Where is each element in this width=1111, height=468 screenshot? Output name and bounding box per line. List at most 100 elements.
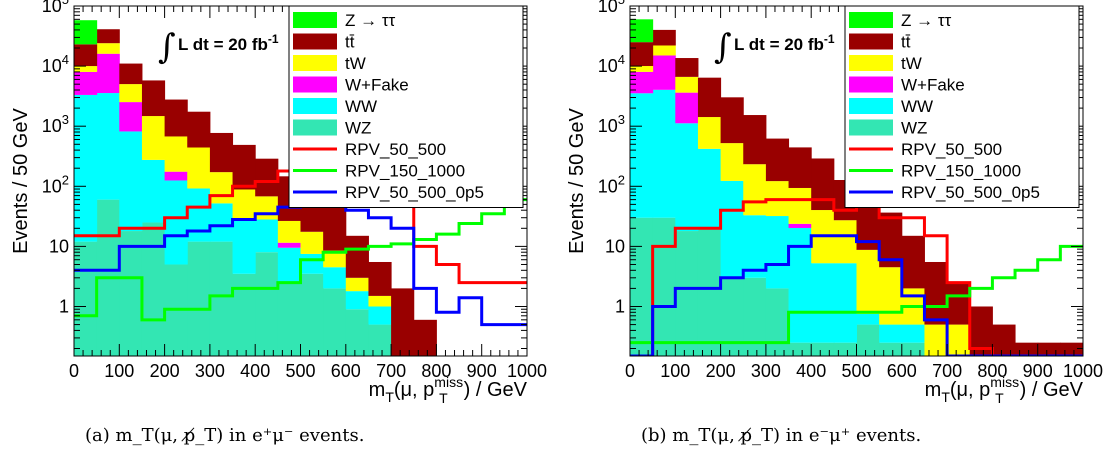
- hist-bar: [901, 235, 925, 289]
- legend-label-z-: Z → ττ: [345, 11, 396, 30]
- hist-bar: [119, 84, 143, 103]
- hist-bar: [187, 188, 211, 242]
- y-tick-label: 102: [598, 172, 625, 196]
- hist-bar: [277, 282, 301, 356]
- chart-a: 0 100 200 300 400 500 600 700 800 900 1000 1 10 102 10…: [10, 0, 547, 406]
- hist-bar: [675, 231, 699, 356]
- hist-bar: [652, 89, 676, 218]
- hist-bar: [345, 309, 369, 356]
- hist-bar: [630, 217, 654, 356]
- hist-bar: [1015, 342, 1039, 356]
- legend-swatch-w-fake: [293, 76, 337, 93]
- x-tick-label: 1000: [507, 361, 547, 381]
- hist-bar: [96, 93, 120, 200]
- hist-bar: [720, 180, 744, 278]
- legend: Z → ττ tt̄ tW W+Fake WW WZ RPV_50_500 RPV_150_1…: [844, 5, 1080, 208]
- caption-a: (a) m_T(μ, p̸_T) in e⁺μ⁻ events.: [85, 425, 365, 446]
- hist-bar: [119, 102, 143, 132]
- hist-bar: [187, 111, 211, 148]
- y-tick-label: 104: [598, 52, 625, 76]
- legend-swatch-tw: [293, 55, 337, 71]
- hist-bar: [119, 131, 143, 232]
- hist-bar: [164, 99, 188, 137]
- hist-bar: [901, 324, 925, 343]
- hist-bar: [368, 324, 392, 356]
- hist-bar: [743, 115, 767, 165]
- x-tick-label: 400: [240, 361, 270, 381]
- hist-bar: [413, 319, 437, 356]
- hist-bar: [652, 217, 676, 356]
- hist-bar: [255, 252, 279, 356]
- hist-bar: [697, 77, 722, 118]
- hist-bar: [209, 132, 234, 173]
- hist-bar: [141, 222, 166, 356]
- legend-label-tw: tW: [901, 54, 922, 73]
- hist-bar: [209, 241, 234, 356]
- hist-bar: [187, 147, 211, 189]
- caption-b: (b) m_T(μ, p̸_T) in e⁻μ⁺ events.: [641, 425, 922, 446]
- chart-panel-b: 0 100 200 300 400 500 600 700 800 900 1000 1 10 102 10…: [556, 0, 1111, 410]
- stack-z-: [630, 19, 654, 43]
- legend-swatch-w-fake: [849, 76, 893, 93]
- hist-bar: [652, 55, 676, 90]
- hist-bar: [833, 263, 857, 343]
- hist-bar: [630, 19, 654, 43]
- hist-bar: [323, 205, 347, 251]
- hist-bar: [833, 342, 857, 356]
- y-axis: 1 10 102 103 104 105: [598, 0, 1083, 349]
- legend-label-ww: WW: [345, 97, 377, 116]
- hist-bar: [300, 253, 324, 274]
- hist-bar: [720, 97, 744, 144]
- hist-bar: [323, 250, 347, 268]
- hist-bar: [675, 58, 699, 77]
- hist-bar: [675, 123, 699, 232]
- hist-bar: [96, 29, 120, 44]
- hist-bar: [788, 342, 812, 356]
- legend-label-tw: tW: [345, 54, 366, 73]
- signal-line-rpv-150-1000: [74, 198, 527, 322]
- hist-bar: [96, 43, 120, 54]
- stack-w-fake: [630, 55, 812, 228]
- hist-bar: [901, 342, 925, 356]
- x-tick-label: 700: [376, 361, 406, 381]
- hist-bar: [300, 231, 324, 254]
- plot-area: [74, 20, 527, 356]
- x-tick-label: 500: [285, 361, 315, 381]
- legend-swatch-ww: [849, 98, 893, 114]
- hist-bar: [187, 241, 211, 356]
- legend-label-ww: WW: [901, 97, 933, 116]
- y-tick-label: 105: [598, 0, 625, 16]
- hist-bar: [743, 277, 767, 356]
- hist-bar: [164, 171, 188, 181]
- hist-bar: [141, 116, 166, 160]
- y-tick-label: 102: [42, 172, 69, 196]
- hist-bar: [743, 215, 767, 278]
- hist-bar: [630, 66, 654, 72]
- legend-swatch-wz: [849, 119, 893, 136]
- x-tick-label: 900: [1023, 361, 1053, 381]
- hist-bar: [924, 261, 948, 325]
- y-axis: 1 10 102 103 104 105: [42, 0, 527, 349]
- hist-bar: [119, 63, 143, 85]
- legend-label-wz: WZ: [901, 119, 927, 138]
- hist-bar: [856, 313, 880, 325]
- hist-bar: [209, 172, 234, 204]
- y-tick-label: 1: [615, 296, 625, 316]
- hist-bar: [788, 147, 812, 188]
- hist-bar: [630, 42, 654, 67]
- stack-z-: [74, 20, 98, 45]
- hist-bar: [856, 196, 880, 250]
- hist-bar: [765, 138, 790, 182]
- x-tick-label: 600: [331, 361, 361, 381]
- legend: Z → ττ tt̄ tW W+Fake WW WZ RPV_50_500 RPV_150_1…: [288, 5, 524, 208]
- hist-bar: [720, 143, 744, 181]
- plot-area: [630, 19, 1083, 356]
- x-tick-label: 0: [69, 361, 79, 381]
- legend-swatch-tw: [849, 55, 893, 71]
- hist-bar: [232, 273, 256, 356]
- hist-bar: [720, 277, 744, 356]
- integral-symbol: ∫: [158, 27, 176, 67]
- hist-bar: [300, 273, 324, 356]
- hist-bar: [811, 158, 835, 211]
- hist-bar: [141, 80, 166, 117]
